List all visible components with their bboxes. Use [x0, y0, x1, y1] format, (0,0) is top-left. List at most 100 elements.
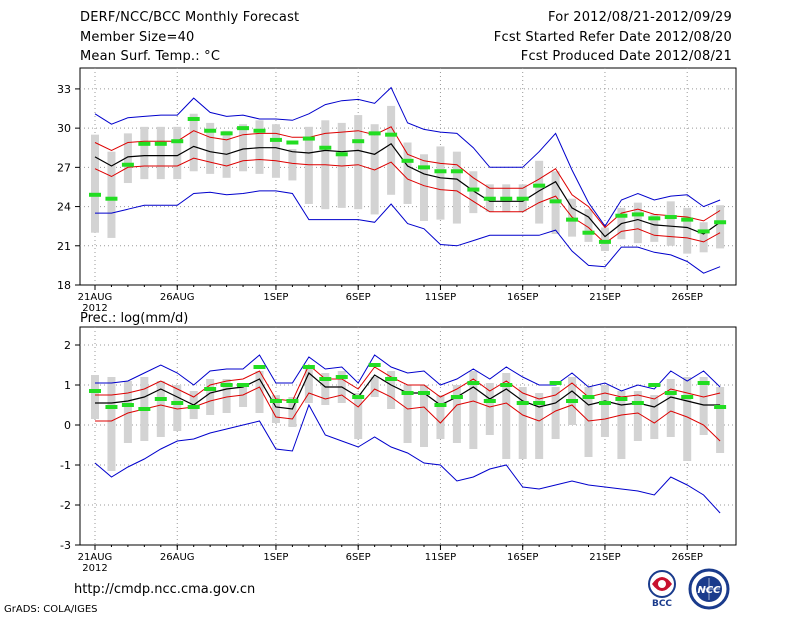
y-tick-label: 24 [57, 201, 71, 214]
member-marker [368, 131, 381, 136]
x-tick-label: 26AUG [160, 552, 195, 563]
outer-upper-line [94, 86, 721, 228]
variable-label: Mean Surf. Temp.: °C [80, 49, 221, 64]
spread-bar [206, 379, 215, 415]
y-tick-label: 21 [57, 240, 71, 253]
spread-bar [91, 375, 99, 419]
member-marker [467, 187, 480, 192]
member-marker [549, 199, 562, 204]
member-marker [500, 196, 513, 201]
member-marker [516, 401, 529, 405]
member-marker [714, 405, 727, 409]
bcc-logo-text: BCC [652, 599, 672, 608]
x-tick-label: 26SEP [671, 552, 702, 563]
spread-bar [633, 391, 642, 441]
member-marker [401, 158, 414, 163]
member-marker [204, 128, 217, 133]
spread-bar [535, 160, 544, 224]
member-marker [253, 128, 266, 133]
spread-bar [403, 142, 412, 204]
spread-bar [288, 397, 297, 427]
member-marker [631, 212, 644, 217]
spread-bar [370, 377, 379, 397]
inner-upper-line [94, 126, 721, 229]
x-year-label: 2012 [82, 303, 107, 314]
member-marker [138, 407, 151, 411]
spread-bar [535, 393, 544, 459]
member-marker [681, 395, 694, 399]
member-marker [253, 365, 266, 369]
spread-bar [304, 367, 313, 403]
spread-bar [107, 377, 116, 471]
member-marker [220, 131, 233, 136]
spread-bar [91, 134, 99, 233]
member-marker [681, 217, 694, 222]
member-marker [500, 383, 513, 387]
spread-bar [140, 126, 149, 180]
spread-bar [271, 124, 280, 178]
forecast-range: For 2012/08/21-2012/09/29 [548, 10, 732, 25]
member-marker [335, 375, 348, 379]
x-tick-label: 16SEP [507, 292, 538, 303]
member-marker [582, 230, 595, 235]
y-tick-label: 18 [57, 279, 71, 292]
x-tick-label: 21SEP [589, 292, 620, 303]
member-marker [171, 139, 184, 144]
spread-bar [354, 393, 363, 439]
member-marker [631, 401, 644, 405]
outer-lower-line [94, 403, 721, 514]
y-tick-label: -2 [60, 499, 71, 512]
spread-bar [436, 146, 445, 220]
spread-bar [683, 207, 692, 254]
member-marker [467, 381, 480, 385]
spread-bar [156, 381, 165, 437]
member-marker [269, 399, 282, 403]
member-marker [549, 381, 562, 385]
member-marker [450, 395, 463, 399]
spread-bar [551, 387, 560, 439]
y-tick-label: 33 [57, 83, 71, 96]
member-marker [615, 397, 628, 401]
spread-bar [584, 387, 593, 457]
chart-title: DERF/NCC/BCC Monthly Forecast [80, 10, 300, 25]
member-marker [450, 169, 463, 174]
spread-bar [420, 385, 428, 447]
member-marker [302, 365, 315, 369]
bcc-logo: BCC [640, 568, 684, 612]
x-tick-label: 1SEP [263, 292, 288, 303]
member-marker [516, 196, 529, 201]
member-marker [434, 403, 447, 407]
ncc-logo-icon: NCC [688, 568, 730, 610]
spread-bar [716, 387, 725, 453]
member-marker [121, 403, 134, 407]
member-marker [105, 196, 118, 201]
spread-bar [222, 379, 231, 413]
grads-credit: GrADS: COLA/IGES [4, 604, 98, 615]
member-marker [187, 116, 200, 121]
outer-upper-line [95, 354, 721, 392]
member-marker [319, 377, 332, 381]
member-marker [648, 383, 661, 387]
spread-bar [337, 122, 346, 208]
spread-bar [469, 371, 478, 449]
member-marker [598, 239, 611, 244]
member-marker [566, 217, 579, 222]
member-marker [483, 399, 496, 403]
spread-bar [485, 383, 494, 435]
spread-bar [156, 126, 165, 180]
member-marker [204, 387, 217, 391]
spread-bar [123, 381, 132, 443]
member-marker [121, 162, 134, 167]
y-tick-label: 0 [64, 419, 71, 432]
member-marker [352, 139, 365, 144]
spread-bar [354, 115, 363, 210]
y-tick-label: 27 [57, 161, 71, 174]
spread-bar [420, 154, 428, 221]
inner-upper-line [95, 364, 721, 402]
member-marker [154, 397, 167, 401]
start-date: Fcst Started Refer Date 2012/08/20 [493, 30, 732, 45]
source-url[interactable]: http://cmdp.ncc.cma.gov.cn [74, 582, 256, 597]
member-marker [697, 229, 710, 234]
member-marker [418, 391, 430, 395]
member-marker [714, 220, 727, 225]
